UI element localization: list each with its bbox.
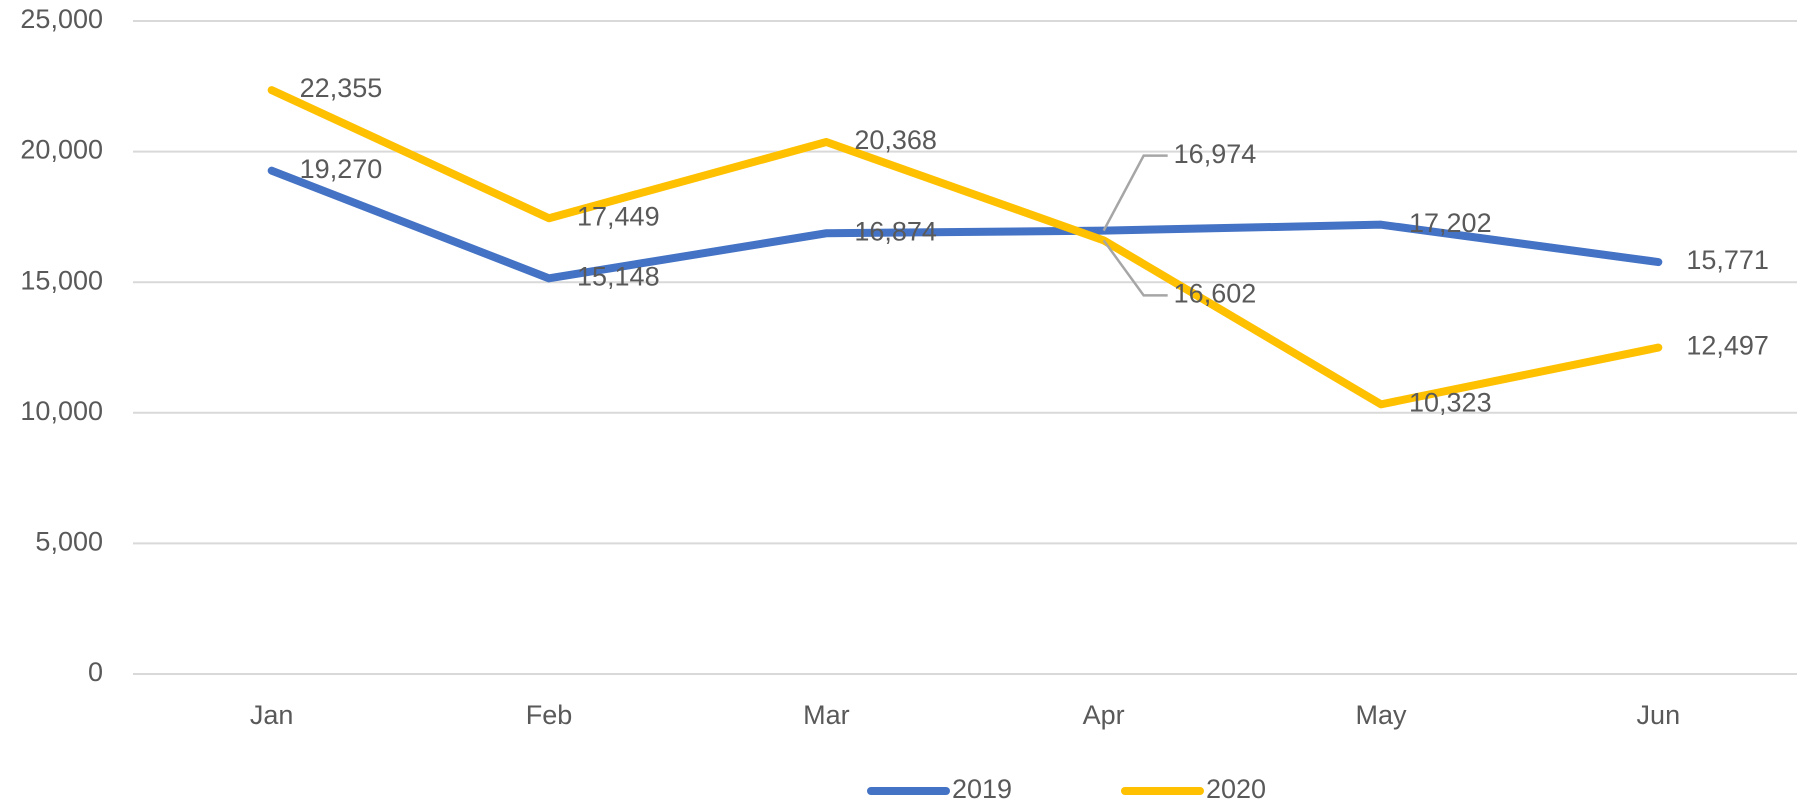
x-tick-label: Mar xyxy=(803,700,850,730)
data-label: 17,202 xyxy=(1409,208,1492,238)
data-label: 12,497 xyxy=(1686,331,1769,361)
legend-label: 2020 xyxy=(1206,774,1266,804)
data-label: 16,602 xyxy=(1174,278,1257,308)
data-label: 22,355 xyxy=(300,73,383,103)
y-tick-label: 5,000 xyxy=(35,527,103,557)
series-line xyxy=(267,86,1663,409)
x-tick-label: Feb xyxy=(526,700,573,730)
data-label: 16,974 xyxy=(1174,139,1257,169)
x-tick-label: Apr xyxy=(1083,700,1125,730)
y-tick-label: 25,000 xyxy=(20,4,103,34)
leader-line xyxy=(1102,239,1168,297)
x-tick-label: May xyxy=(1355,700,1407,730)
y-tick-label: 15,000 xyxy=(20,265,103,295)
data-label: 15,148 xyxy=(577,261,660,291)
data-label: 17,449 xyxy=(577,201,660,231)
leader-line xyxy=(1102,154,1168,232)
data-label: 15,771 xyxy=(1686,245,1769,275)
series-line xyxy=(267,166,1663,283)
y-tick-label: 10,000 xyxy=(20,396,103,426)
data-label: 10,323 xyxy=(1409,387,1492,417)
data-label: 19,270 xyxy=(300,154,383,184)
y-tick-label: 0 xyxy=(88,657,103,687)
legend-label: 2019 xyxy=(952,774,1012,804)
y-tick-label: 20,000 xyxy=(20,135,103,165)
data-label: 16,874 xyxy=(854,216,937,246)
data-label: 20,368 xyxy=(854,125,937,155)
x-tick-label: Jan xyxy=(250,700,294,730)
x-tick-label: Jun xyxy=(1637,700,1681,730)
